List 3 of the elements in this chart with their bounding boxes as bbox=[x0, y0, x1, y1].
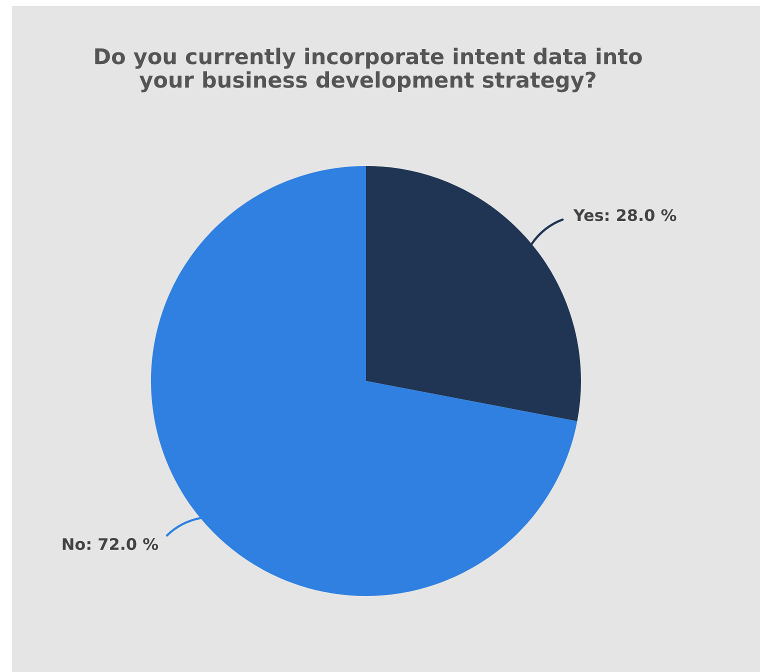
slice-label: No: 72.0 % bbox=[62, 538, 158, 550]
slice-label: Yes: 28.0 % bbox=[573, 209, 676, 222]
chart-title: Do you currently incorporate intent data into your business development strategy? bbox=[95, 48, 642, 92]
